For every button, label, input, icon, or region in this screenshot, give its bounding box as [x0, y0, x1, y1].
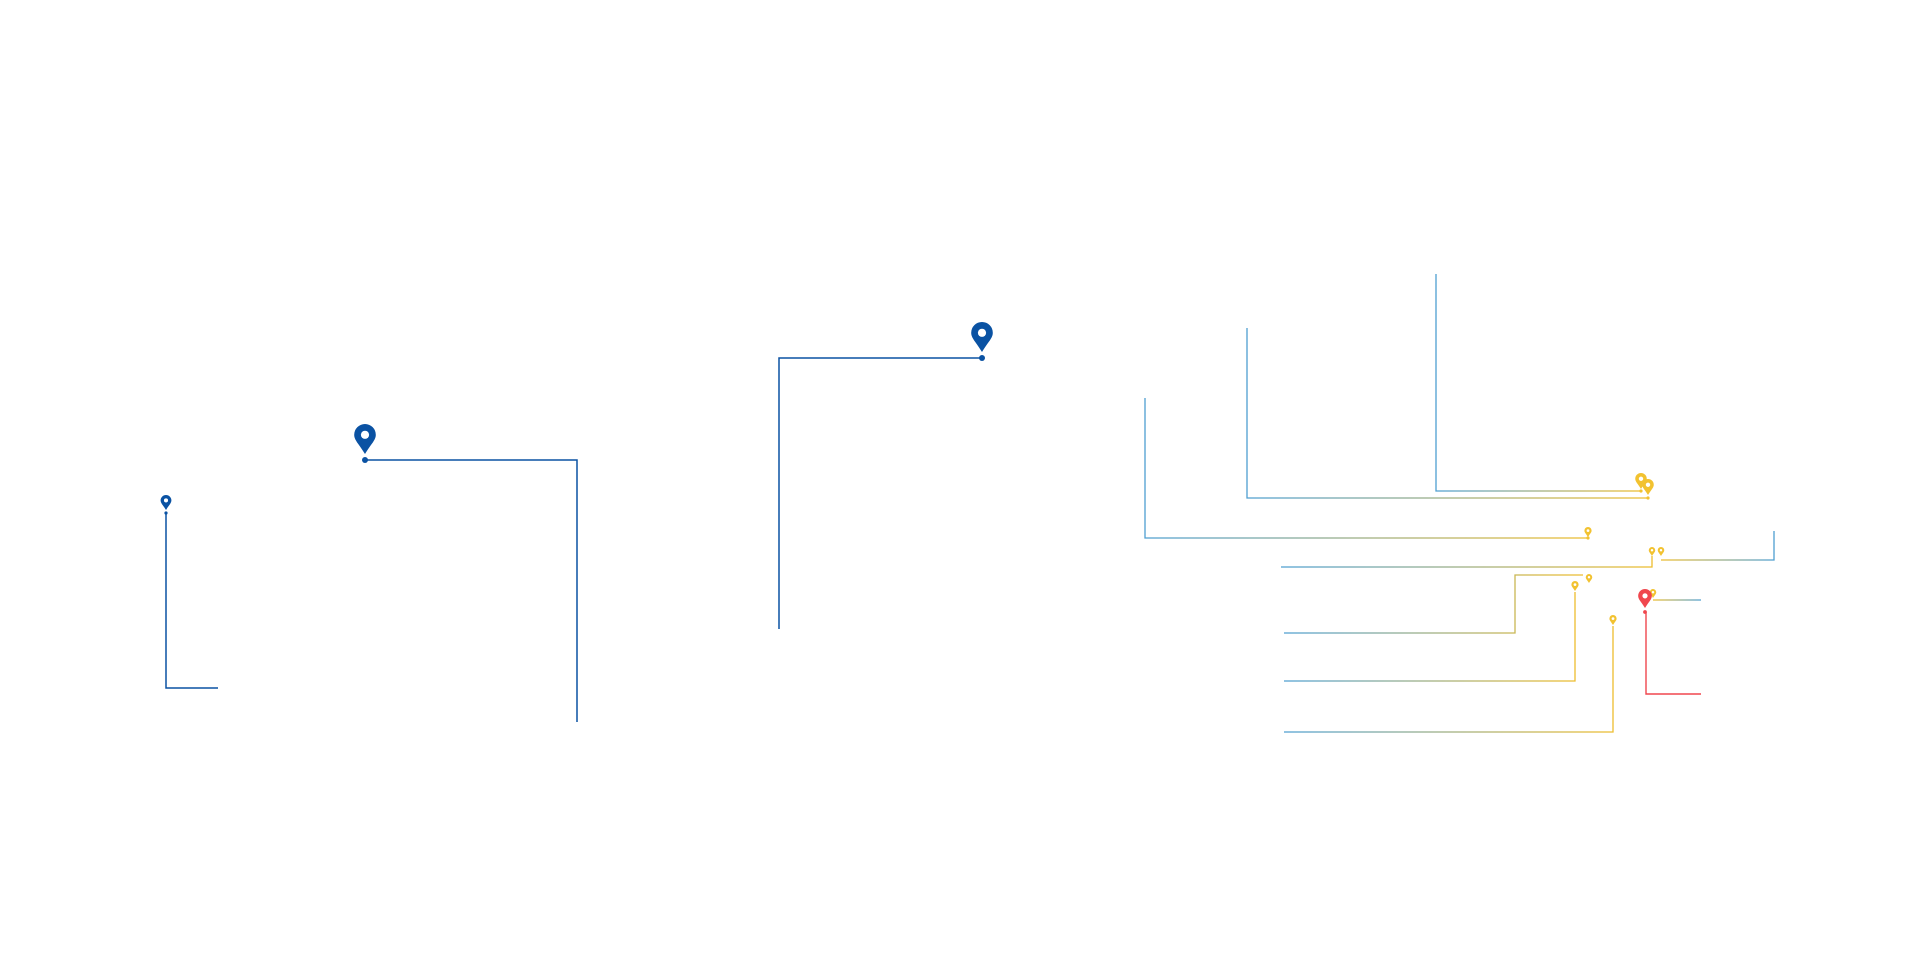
map-pin-icon	[1571, 580, 1579, 591]
map-pin-icon	[1648, 546, 1656, 556]
map-pin-icon-red	[1638, 588, 1652, 614]
route-line	[1661, 531, 1775, 561]
map-pin-icon	[971, 321, 993, 361]
map-pin-icon	[1584, 526, 1592, 540]
map-pin-icon	[354, 424, 376, 463]
route-line-red	[1645, 612, 1701, 695]
map-pin-icon	[1649, 589, 1657, 598]
route-line	[165, 512, 218, 689]
map-pin-icon	[160, 494, 172, 515]
map-pin-icon	[1585, 574, 1593, 583]
map-pin-icon	[1642, 479, 1654, 500]
map-pin-icon	[1609, 614, 1617, 625]
route-line	[1246, 328, 1648, 499]
route-line	[365, 459, 578, 722]
route-line	[1435, 274, 1641, 492]
route-pins	[160, 321, 1665, 625]
route-line	[1281, 556, 1653, 568]
route-line	[1284, 574, 1583, 634]
map-pin-icon	[1635, 473, 1647, 493]
route-line	[1284, 626, 1614, 733]
route-line	[778, 357, 982, 629]
map-pin-icon	[1657, 546, 1665, 556]
route-line	[1144, 398, 1588, 539]
route-line	[1284, 592, 1576, 682]
route-lines	[165, 274, 1775, 733]
